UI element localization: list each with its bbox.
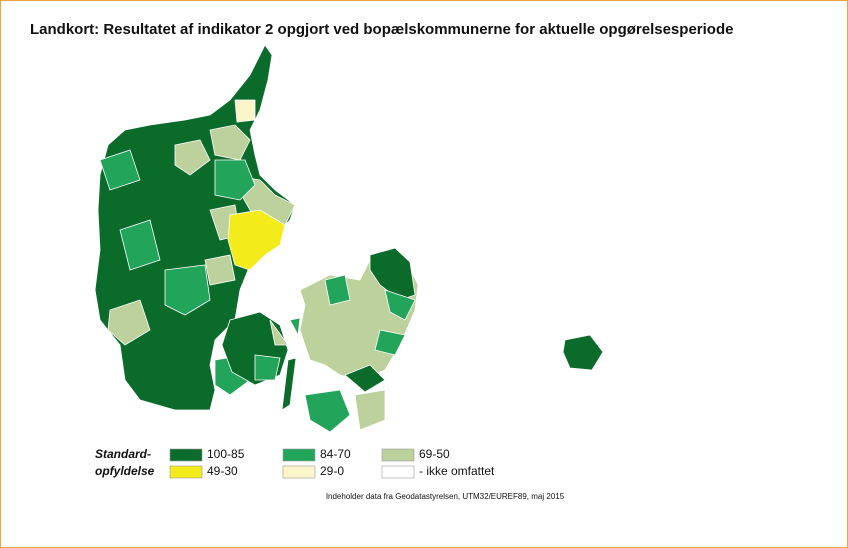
region	[324, 274, 351, 306]
legend-label: 69-50	[419, 447, 450, 461]
region	[164, 264, 211, 316]
region	[281, 357, 297, 411]
legend: Standard- opfyldelse 100-85 84-70 69-50 49-…	[95, 447, 495, 479]
region	[234, 99, 256, 123]
region	[107, 299, 151, 346]
region	[344, 364, 386, 393]
legend-swatch	[282, 465, 316, 479]
legend-label: 29-0	[320, 464, 344, 478]
region	[214, 159, 256, 201]
region	[354, 389, 386, 431]
region	[174, 139, 211, 176]
region	[204, 254, 236, 286]
region	[119, 219, 161, 271]
region	[269, 319, 289, 346]
legend-swatch	[381, 448, 415, 462]
legend-title: opfyldelse	[95, 464, 155, 478]
legend-title: Standard-	[95, 447, 151, 461]
region	[562, 334, 604, 371]
legend-label: - ikke omfattet	[419, 464, 495, 478]
source-note: Indeholder data fra Geodatastyrelsen, UT…	[326, 492, 565, 501]
title: Landkort: Resultatet af indikator 2 opgj…	[30, 21, 733, 38]
region	[384, 289, 416, 321]
region	[374, 329, 406, 356]
legend-label: 100-85	[207, 447, 245, 461]
region	[304, 389, 351, 433]
region	[99, 149, 141, 191]
region	[289, 317, 301, 337]
region	[254, 354, 281, 381]
legend-swatch	[381, 465, 415, 479]
legend-swatch	[282, 448, 316, 462]
legend-label: 84-70	[320, 447, 351, 461]
region	[209, 124, 251, 161]
legend-swatch	[169, 448, 203, 462]
map	[94, 44, 604, 433]
legend-swatch	[169, 465, 203, 479]
region	[227, 209, 286, 271]
legend-label: 49-30	[207, 464, 238, 478]
